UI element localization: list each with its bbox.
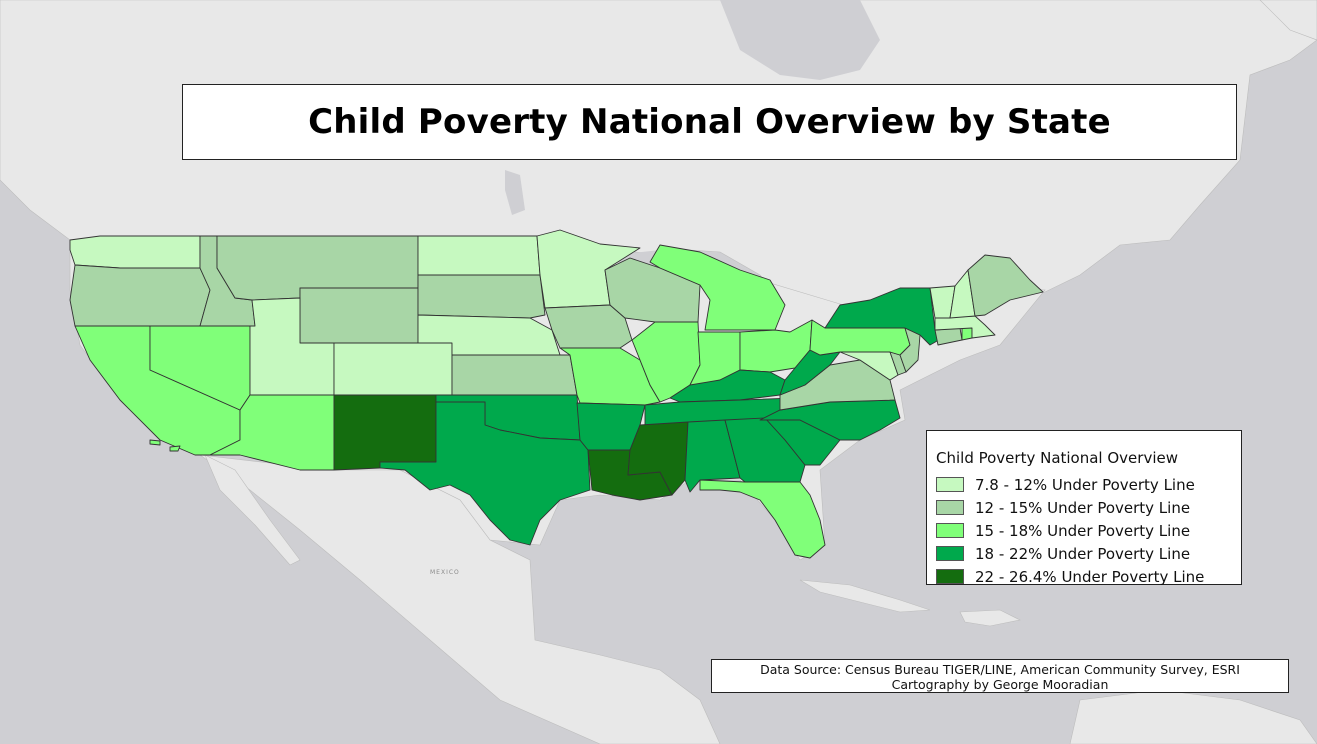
state-wyoming[interactable] xyxy=(299,287,419,344)
legend-item: 18 - 22% Under Poverty Line xyxy=(936,542,1241,565)
legend-item: 15 - 18% Under Poverty Line xyxy=(936,519,1241,542)
state-maine[interactable] xyxy=(967,254,1044,317)
lake-winnipeg xyxy=(505,170,525,215)
state-kansas[interactable] xyxy=(451,354,578,396)
state-colorado[interactable] xyxy=(333,342,453,396)
legend-label: 12 - 15% Under Poverty Line xyxy=(975,498,1191,517)
legend-item: 12 - 15% Under Poverty Line xyxy=(936,496,1241,519)
state-massachusetts[interactable] xyxy=(934,315,996,339)
state-south-dakota[interactable] xyxy=(417,274,546,319)
state-rhode-island[interactable] xyxy=(961,327,973,341)
legend-swatch xyxy=(936,500,964,515)
cuba-island xyxy=(799,579,931,613)
source-line: Data Source: Census Bureau TIGER/LINE, A… xyxy=(760,662,1240,677)
state-new-mexico[interactable] xyxy=(333,394,437,471)
state-oregon[interactable] xyxy=(69,264,211,327)
states-layer xyxy=(69,229,1044,559)
credit-line: Cartography by George Mooradian xyxy=(891,677,1109,692)
hispaniola-island xyxy=(959,609,1021,627)
state-florida[interactable] xyxy=(699,479,826,559)
legend: Child Poverty National Overview 7.8 - 12… xyxy=(926,430,1242,588)
legend-swatch xyxy=(936,569,964,584)
legend-label: 7.8 - 12% Under Poverty Line xyxy=(975,475,1195,494)
state-washington[interactable] xyxy=(69,235,201,269)
hudson-bay xyxy=(720,0,880,80)
source-box: Data Source: Census Bureau TIGER/LINE, A… xyxy=(711,659,1289,693)
state-michigan[interactable] xyxy=(649,244,786,331)
legend-item: 7.8 - 12% Under Poverty Line xyxy=(936,473,1241,496)
legend-label: 22 - 26.4% Under Poverty Line xyxy=(975,567,1205,586)
legend-swatch xyxy=(936,477,964,492)
state-north-dakota[interactable] xyxy=(417,235,541,276)
state-missouri[interactable] xyxy=(559,347,661,406)
legend-swatch xyxy=(936,546,964,561)
state-texas[interactable] xyxy=(379,401,591,546)
legend-title: Child Poverty National Overview xyxy=(936,449,1178,467)
legend-label: 18 - 22% Under Poverty Line xyxy=(975,544,1191,563)
mexico-label: MEXICO xyxy=(430,569,460,576)
greenland-landmass xyxy=(1259,0,1317,41)
title-box: Child Poverty National Overview by State xyxy=(182,84,1237,160)
mexico-landmass xyxy=(199,454,721,744)
state-california-islands xyxy=(149,439,181,452)
legend-swatch xyxy=(936,523,964,538)
legend-item: 22 - 26.4% Under Poverty Line xyxy=(936,565,1241,588)
baja-peninsula xyxy=(204,454,301,566)
map-title: Child Poverty National Overview by State xyxy=(308,102,1111,142)
legend-label: 15 - 18% Under Poverty Line xyxy=(975,521,1191,540)
